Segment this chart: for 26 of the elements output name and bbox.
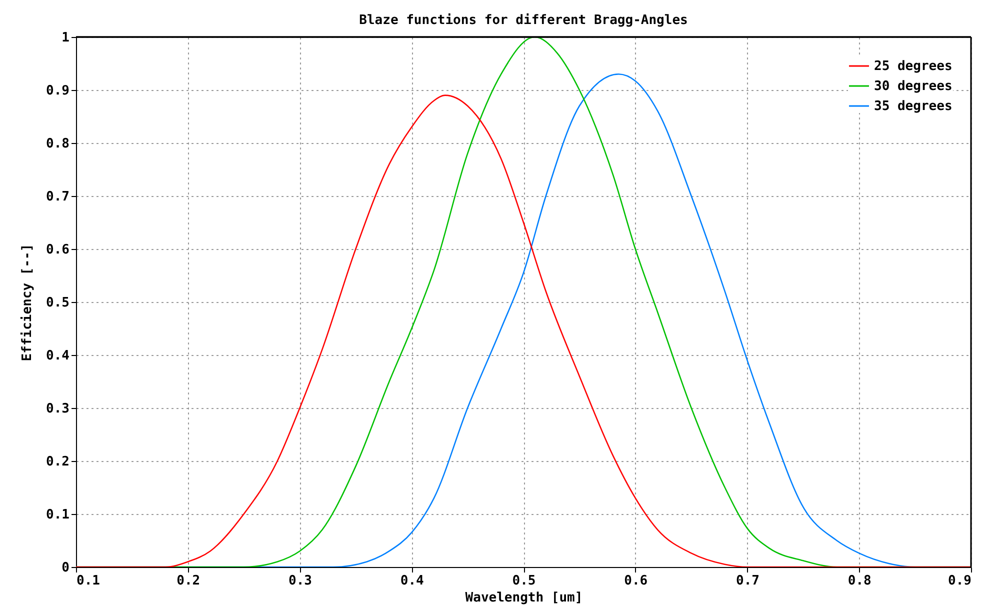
y-tick-label: 0.5 (46, 296, 70, 310)
y-tick-label: 0.3 (46, 402, 70, 416)
y-tick-label: 0.7 (46, 190, 70, 204)
y-tick-label: 1 (62, 30, 70, 46)
legend-label: 25 degrees (874, 59, 952, 74)
y-axis-title: Efficiency [--] (20, 244, 36, 362)
x-axis-title: Wavelength [um] (465, 590, 583, 606)
x-tick-label: 0.5 (512, 574, 536, 588)
y-tick-label: 0.8 (46, 136, 70, 152)
x-tick-label: 0.2 (176, 574, 200, 588)
y-tick-label: 0.6 (46, 242, 70, 258)
y-tick-label: 0.1 (46, 508, 70, 522)
legend-label: 30 degrees (874, 79, 952, 94)
x-tick-label: 0.6 (624, 574, 648, 588)
x-tick-label: 0.1 (76, 574, 100, 588)
y-tick-label: 0 (62, 560, 70, 576)
x-tick-label: 0.4 (400, 574, 424, 588)
chart-title: Blaze functions for different Bragg-Angles (359, 13, 688, 28)
legend-label: 35 degrees (874, 99, 952, 114)
y-tick-label: 0.9 (46, 84, 70, 98)
x-tick-label: 0.8 (848, 574, 872, 588)
y-tick-label: 0.2 (46, 454, 70, 470)
x-tick-label: 0.9 (948, 574, 972, 588)
x-tick-label: 0.7 (736, 574, 760, 588)
y-tick-label: 0.4 (46, 348, 70, 364)
x-tick-label: 0.3 (288, 574, 312, 588)
